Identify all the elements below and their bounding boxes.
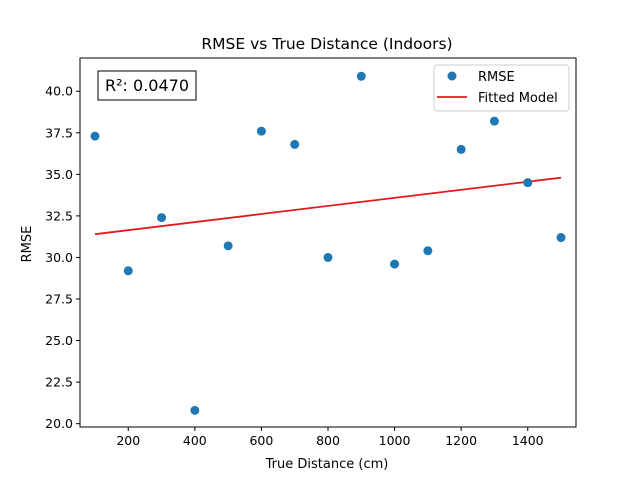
rmse-point xyxy=(256,126,266,136)
rmse-point xyxy=(489,116,499,126)
legend-frame xyxy=(433,64,570,112)
fitted-model-line xyxy=(94,176,562,236)
y-tick-label: 22.5 xyxy=(45,375,73,390)
chart-title: RMSE vs True Distance (Indoors) xyxy=(201,35,452,53)
rmse-point xyxy=(123,266,133,276)
y-tick-label: 35.0 xyxy=(45,167,73,182)
x-tick-label: 1000 xyxy=(379,433,411,448)
y-axis-label: RMSE xyxy=(20,226,35,263)
rmse-point xyxy=(356,71,366,81)
rmse-point xyxy=(556,233,566,243)
y-tick-label: 37.5 xyxy=(45,125,73,140)
y-tick-label: 25.0 xyxy=(45,333,73,348)
y-tick-label: 32.5 xyxy=(45,208,73,223)
axes-frame xyxy=(79,57,577,428)
rmse-point xyxy=(90,131,100,141)
y-tick-label: 20.0 xyxy=(45,416,73,431)
rmse-point xyxy=(290,139,300,149)
y-axis: 20.0 22.5 25.0 27.5 30.0 32.5 35.0 37.5 40.0 xyxy=(45,84,80,431)
y-tick-label: 30.0 xyxy=(45,250,73,265)
legend-label-rmse: RMSE xyxy=(478,70,515,85)
x-tick-label: 1200 xyxy=(445,433,477,448)
x-tick-label: 800 xyxy=(316,433,340,448)
x-tick-label: 400 xyxy=(183,433,207,448)
x-axis-label: True Distance (cm) xyxy=(265,457,389,472)
legend-marker-rmse xyxy=(447,71,457,81)
rmse-point xyxy=(423,246,433,256)
x-axis: 200 400 600 800 1000 1200 1400 xyxy=(116,427,544,448)
y-tick-label: 27.5 xyxy=(45,292,73,307)
rmse-point xyxy=(323,252,333,262)
plot-area xyxy=(79,57,577,428)
legend: RMSE Fitted Model xyxy=(433,64,570,112)
rmse-point xyxy=(190,405,200,415)
rmse-point xyxy=(390,259,400,269)
y-tick-label: 40.0 xyxy=(45,84,73,99)
r-squared-text: R²: 0.0470 xyxy=(105,76,189,95)
legend-label-fitted-model: Fitted Model xyxy=(478,91,558,106)
rmse-point xyxy=(223,241,233,251)
r-squared-annotation: R²: 0.0470 xyxy=(97,70,197,101)
x-tick-label: 1400 xyxy=(512,433,544,448)
x-tick-label: 200 xyxy=(116,433,140,448)
rmse-point xyxy=(523,178,533,188)
rmse-point xyxy=(456,144,466,154)
x-tick-label: 600 xyxy=(249,433,273,448)
rmse-point xyxy=(157,213,167,223)
